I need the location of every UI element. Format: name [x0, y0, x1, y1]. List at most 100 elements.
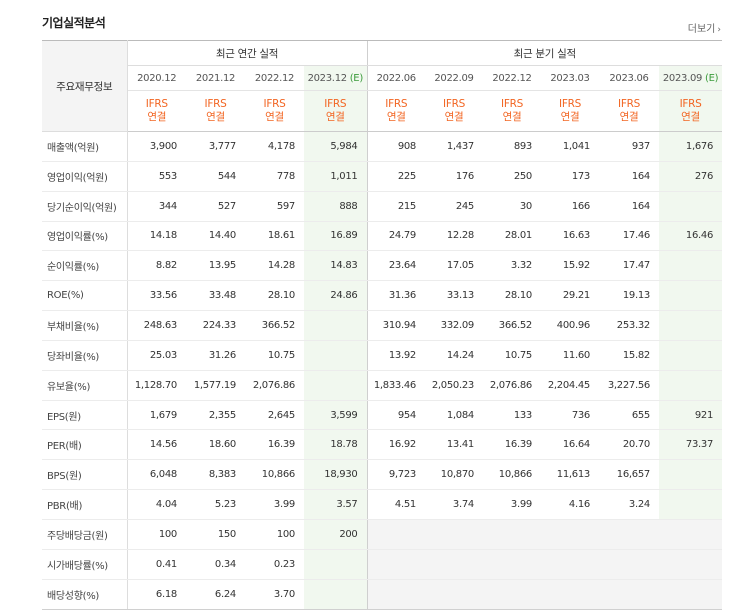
table-cell: 150: [186, 518, 245, 550]
period-label: 2023.12: [307, 72, 348, 84]
table-cell: 31.36: [366, 280, 425, 312]
period-header: 2023.09 (E): [659, 65, 723, 91]
period-label: 2020.12: [137, 72, 177, 84]
table-cell: [659, 370, 723, 401]
table-cell: 10.75: [245, 340, 304, 371]
table-row: 순이익률(%) 8.82 13.95 14.28 14.83 23.64 17.05 3.32…: [42, 250, 723, 282]
chevron-right-icon: ›: [717, 25, 721, 35]
table-row: 영업이익(억원) 553 544 778 1,011 225 176 250 173 164 276: [42, 161, 723, 192]
more-link[interactable]: 더보기 ›: [688, 20, 721, 35]
table-cell: 937: [599, 131, 659, 162]
row-label: 유보율(%): [42, 370, 128, 401]
ifrs-consolidated: 연결: [681, 111, 700, 123]
table-cell: 893: [483, 131, 541, 162]
table-cell: 17.47: [599, 250, 659, 282]
table-cell: 73.37: [659, 429, 723, 461]
table-cell: 14.24: [425, 340, 483, 371]
table-cell: 1,679: [127, 399, 186, 431]
table-cell: 544: [186, 161, 245, 192]
table-cell: 18.78: [304, 429, 367, 461]
table-cell: [659, 579, 723, 610]
table-cell: 15.82: [599, 340, 659, 371]
table-cell: [483, 518, 541, 550]
table-cell: 908: [366, 131, 425, 162]
period-header: 2023.06: [599, 65, 659, 91]
table-cell: 18.60: [186, 429, 245, 461]
period-header: 2022.12: [245, 65, 304, 91]
table-cell: 310.94: [366, 310, 425, 341]
ifrs-label: IFRS 연결: [366, 90, 425, 132]
row-label: ROE(%): [42, 280, 128, 312]
annual-group-header: 최근 연간 실적: [127, 40, 367, 66]
estimate-mark: (E): [346, 72, 364, 84]
row-label: 배당성향(%): [42, 579, 128, 610]
table-row: 영업이익률(%) 14.18 14.40 18.61 16.89 24.79 12.28 28…: [42, 220, 723, 252]
table-row: PER(배) 14.56 18.60 16.39 18.78 16.92 13.41 16.3…: [42, 429, 723, 461]
table-cell: 8.82: [127, 250, 186, 282]
table-cell: 6.18: [127, 579, 186, 610]
ifrs-standard: IFRS: [618, 98, 640, 110]
ifrs-label: IFRS 연결: [304, 90, 367, 132]
table-cell: 778: [245, 161, 304, 192]
table-cell: 16.64: [541, 429, 599, 461]
period-header: 2023.12 (E): [304, 65, 367, 91]
table-cell: 366.52: [245, 310, 304, 341]
table-cell: 3.99: [245, 489, 304, 520]
ifrs-label: IFRS 연결: [599, 90, 659, 132]
ifrs-consolidated: 연결: [206, 111, 225, 123]
table-cell: 29.21: [541, 280, 599, 312]
table-cell: 164: [599, 191, 659, 222]
table-cell: 553: [127, 161, 186, 192]
row-label: PBR(배): [42, 489, 128, 520]
ifrs-consolidated: 연결: [560, 111, 580, 123]
period-header: 2022.06: [366, 65, 425, 91]
period-header: 2023.03: [541, 65, 599, 91]
period-header: 2021.12: [186, 65, 245, 91]
table-cell: 6.24: [186, 579, 245, 610]
ifrs-label: IFRS 연결: [659, 90, 723, 132]
period-header: 2020.12: [127, 65, 186, 91]
table-cell: 1,577.19: [186, 370, 245, 401]
ifrs-consolidated: 연결: [444, 111, 464, 123]
table-cell: 250: [483, 161, 541, 192]
table-cell: [425, 549, 483, 580]
period-label: 2023.06: [609, 72, 649, 84]
table-cell: 215: [366, 191, 425, 222]
table-cell: 15.92: [541, 250, 599, 282]
row-label: 매출액(억원): [42, 131, 128, 162]
table-row: PBR(배) 4.04 5.23 3.99 3.57 4.51 3.74 3.99 4.16 3.…: [42, 489, 723, 520]
table-cell: 11.60: [541, 340, 599, 371]
table-cell: 3.57: [304, 489, 367, 520]
table-cell: [599, 579, 659, 610]
table-cell: 24.86: [304, 280, 367, 312]
ifrs-consolidated: 연결: [502, 111, 522, 123]
table-cell: [425, 518, 483, 550]
table-cell: 133: [483, 399, 541, 431]
table-cell: 3,900: [127, 131, 186, 162]
table-cell: 4.04: [127, 489, 186, 520]
table-cell: 31.26: [186, 340, 245, 371]
table-cell: [304, 549, 367, 580]
ifrs-consolidated: 연결: [619, 111, 639, 123]
table-cell: [366, 579, 425, 610]
table-cell: 14.83: [304, 250, 367, 282]
ifrs-standard: IFRS: [145, 98, 168, 110]
table-cell: 0.23: [245, 549, 304, 580]
row-label: 주당배당금(원): [42, 518, 128, 550]
table-cell: [659, 191, 723, 222]
table-cell: 16.39: [245, 429, 304, 461]
table-cell: 19.13: [599, 280, 659, 312]
table-cell: 597: [245, 191, 304, 222]
ifrs-standard: IFRS: [443, 98, 465, 110]
table-cell: 10,866: [483, 459, 541, 491]
estimate-mark: (E): [702, 72, 719, 84]
table-cell: 18.61: [245, 220, 304, 252]
table-cell: 2,050.23: [425, 370, 483, 401]
table-cell: 1,041: [541, 131, 599, 162]
table-cell: 888: [304, 191, 367, 222]
table-cell: 400.96: [541, 310, 599, 341]
table-cell: 3,227.56: [599, 370, 659, 401]
table-cell: [304, 340, 367, 371]
table-cell: [366, 518, 425, 550]
table-cell: 2,076.86: [245, 370, 304, 401]
